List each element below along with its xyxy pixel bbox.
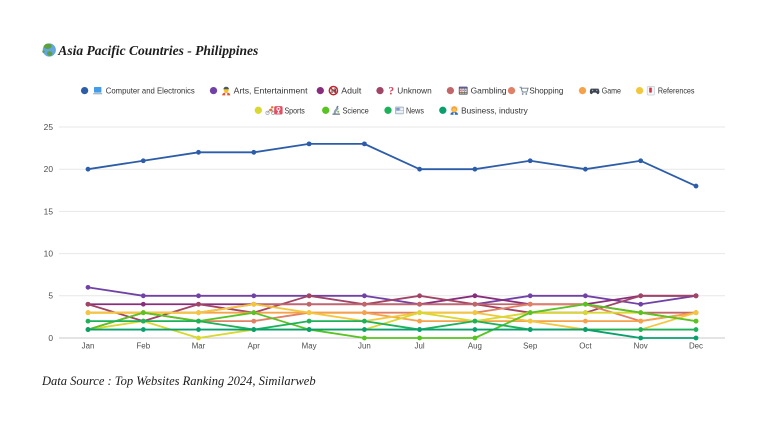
- svg-text:Sports: Sports: [285, 106, 305, 115]
- svg-text:Nov: Nov: [634, 341, 648, 350]
- svg-text:Aug: Aug: [468, 341, 482, 350]
- svg-text:Science: Science: [343, 106, 370, 115]
- svg-text:Feb: Feb: [136, 341, 150, 350]
- svg-text:Arts, Entertainment: Arts, Entertainment: [234, 87, 309, 96]
- svg-text:5: 5: [48, 291, 53, 301]
- svg-text:0: 0: [48, 333, 53, 343]
- svg-text:Oct: Oct: [579, 341, 592, 350]
- svg-text:Apr: Apr: [248, 341, 261, 350]
- svg-text:Asia Pacific Countries - Phili: Asia Pacific Countries - Philippines: [57, 43, 258, 58]
- svg-text:20: 20: [44, 164, 54, 174]
- svg-text:Sep: Sep: [523, 341, 538, 350]
- svg-text:Computer and Electronics: Computer and Electronics: [106, 87, 195, 96]
- svg-text:25: 25: [44, 122, 54, 132]
- svg-text:References: References: [658, 87, 695, 96]
- svg-text:Business, industry: Business, industry: [461, 106, 529, 115]
- svg-text:Data Source : Top Websites Ran: Data Source : Top Websites Ranking 2024,…: [41, 374, 316, 388]
- svg-text:18: 18: [330, 89, 336, 95]
- svg-text:Mar: Mar: [192, 341, 206, 350]
- svg-text:Jan: Jan: [82, 341, 95, 350]
- svg-text:Jul: Jul: [415, 341, 425, 350]
- svg-text:Unknown: Unknown: [397, 87, 432, 96]
- svg-text:News: News: [406, 106, 424, 115]
- svg-text:?: ?: [388, 86, 394, 98]
- svg-text:10: 10: [44, 249, 54, 259]
- svg-text:Jun: Jun: [358, 341, 371, 350]
- svg-text:15: 15: [44, 206, 54, 216]
- svg-text:Dec: Dec: [689, 341, 703, 350]
- svg-text:May: May: [302, 341, 317, 350]
- svg-text:Game: Game: [602, 87, 622, 96]
- svg-text:Gambling: Gambling: [471, 87, 507, 96]
- svg-text:Shopping: Shopping: [529, 87, 563, 96]
- svg-text:Adult: Adult: [341, 87, 362, 96]
